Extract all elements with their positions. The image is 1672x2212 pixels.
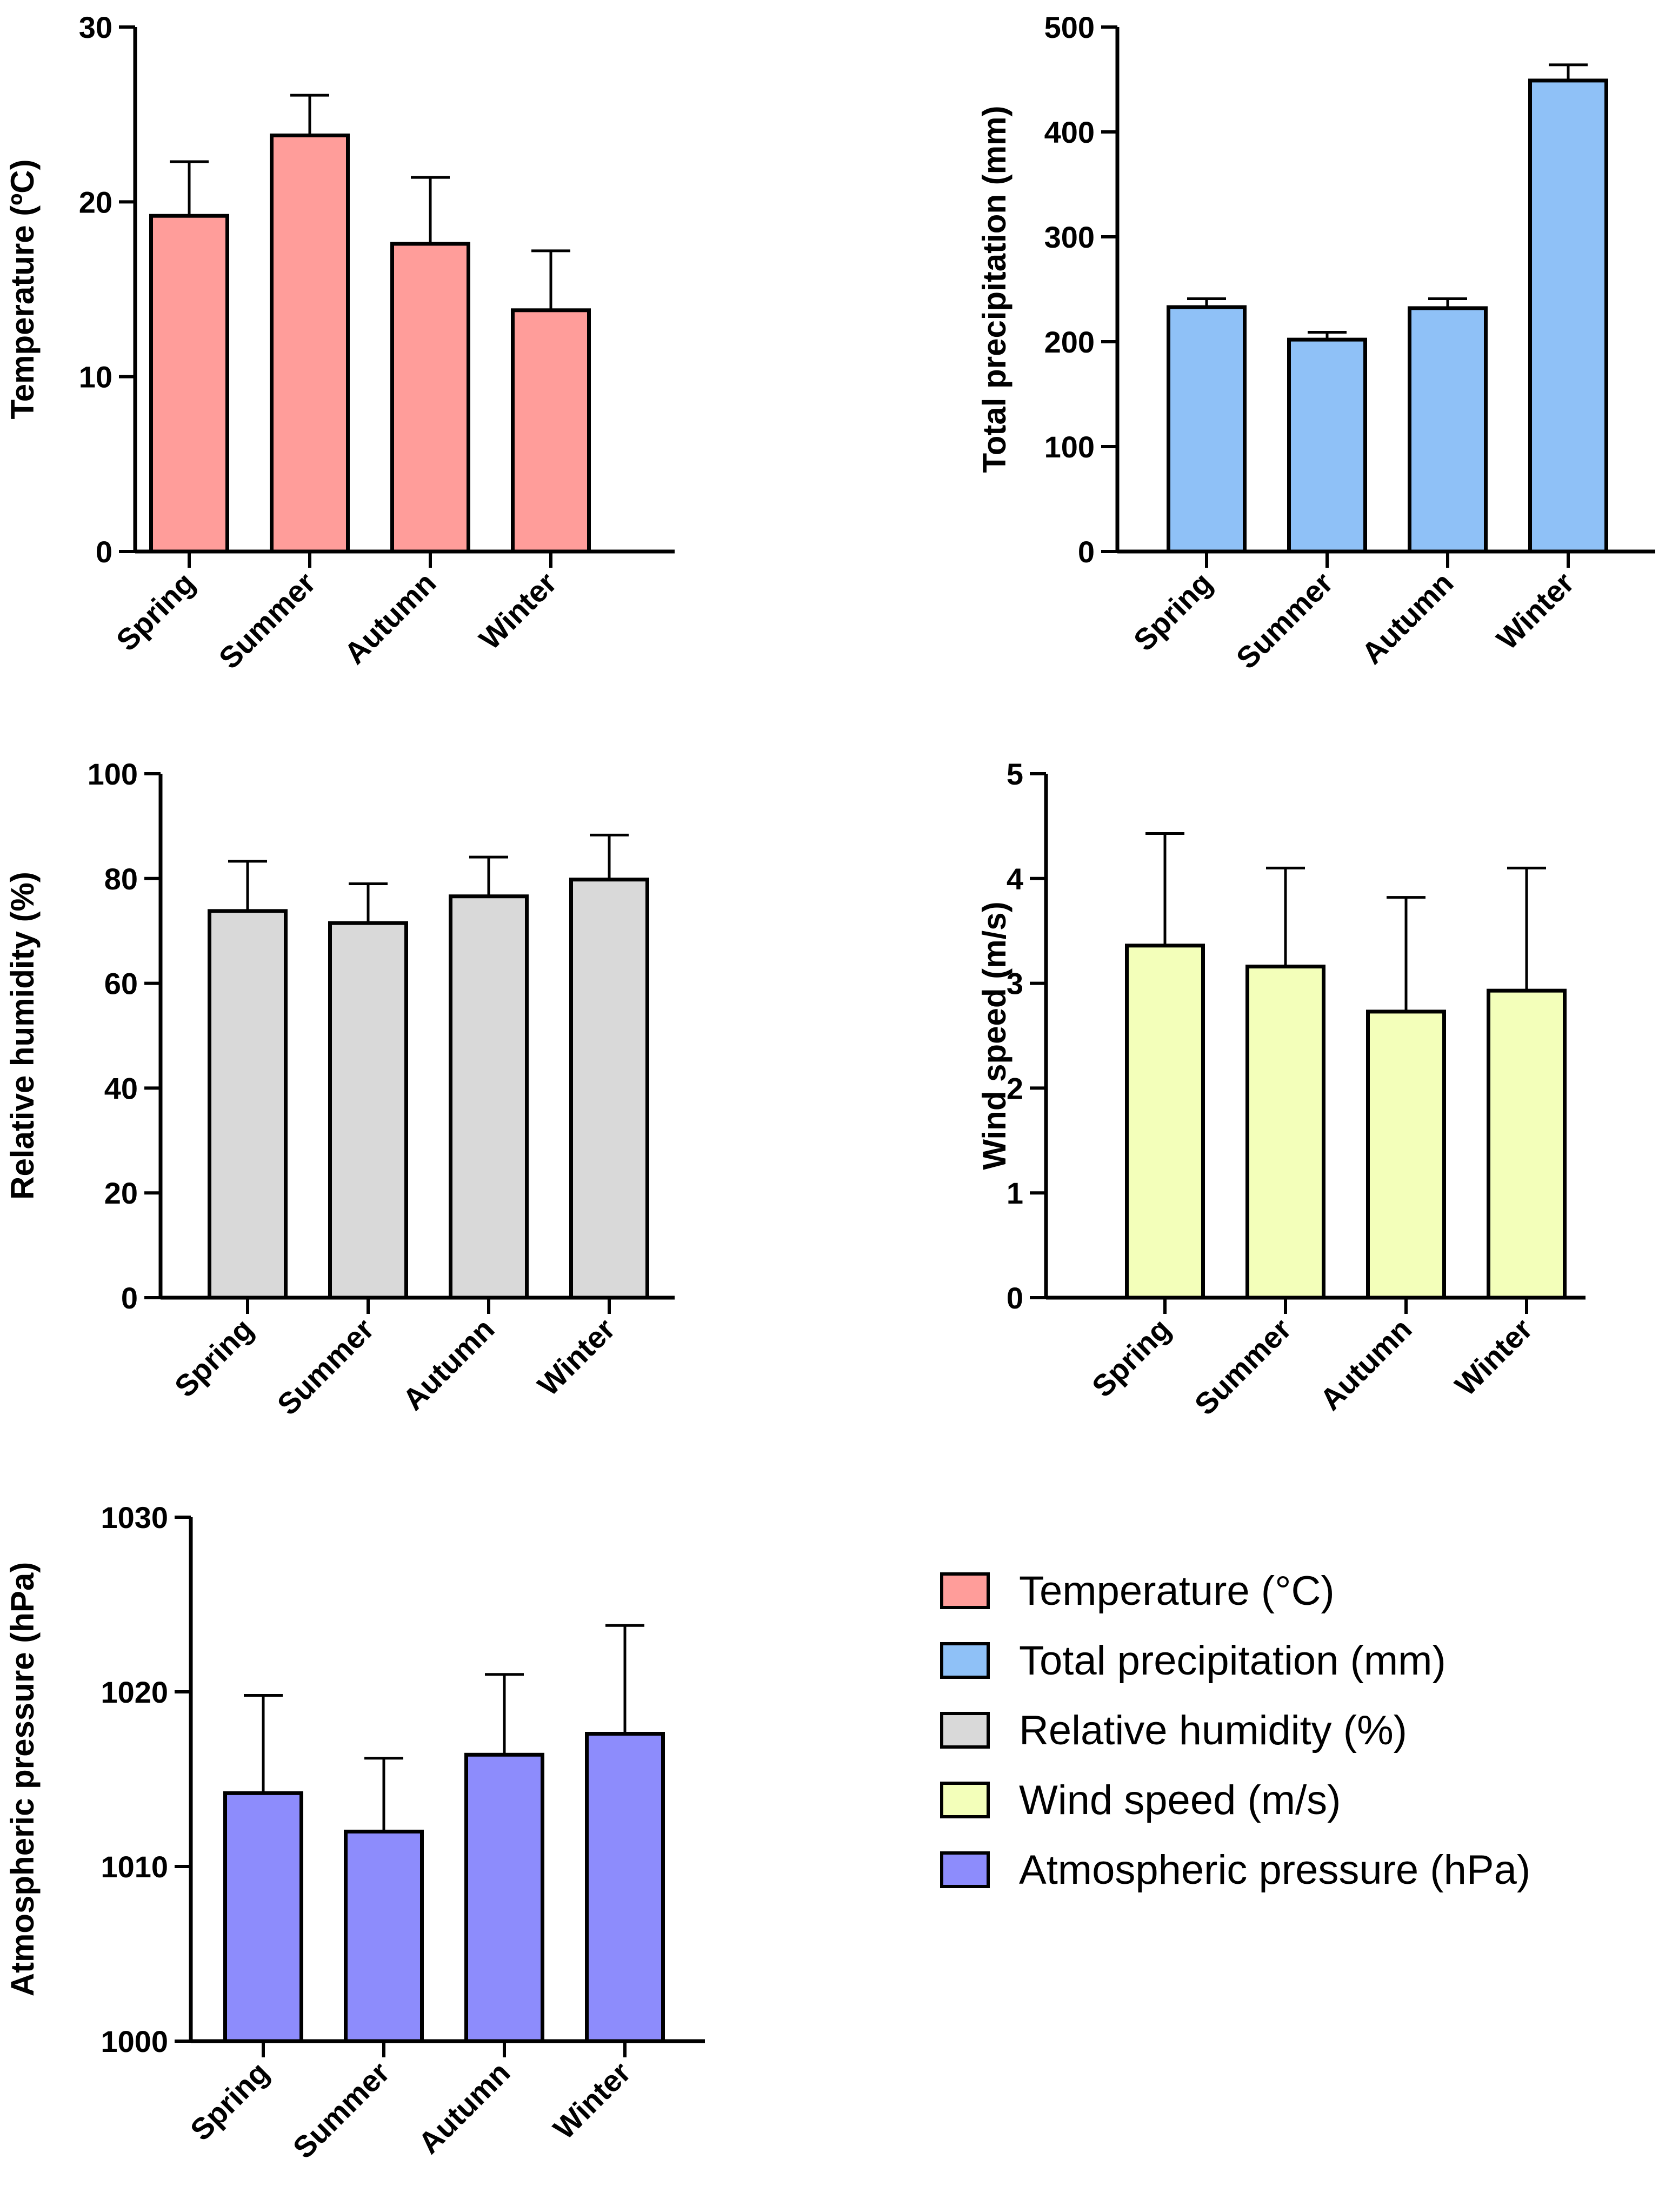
x-tick-label-summer: Summer <box>286 2055 396 2165</box>
x-tick-label-summer: Summer <box>1229 566 1339 675</box>
x-tick-label-autumn: Autumn <box>1313 1312 1418 1417</box>
legend-swatch-precipitation <box>940 1642 990 1679</box>
y-tick-label: 500 <box>1044 10 1095 44</box>
temperature-chart: Spring Summer Autumn Winter 0 10 20 30 Temperatu… <box>4 10 675 675</box>
y-tick-label: 100 <box>88 757 138 791</box>
y-tick-label: 40 <box>104 1071 138 1105</box>
bar-autumn <box>1408 306 1488 554</box>
y-tick-label: 30 <box>79 10 112 44</box>
bar-autumn <box>390 242 470 554</box>
x-tick-label-summer: Summer <box>1188 1312 1297 1421</box>
wind-speed-chart: Spring Summer Autumn Winter 0 1 2 3 4 5 Wind speed… <box>976 757 1586 1421</box>
y-tick-label: 20 <box>79 185 112 219</box>
y-axis-title: Temperature (ºC) <box>4 160 41 420</box>
x-tick-label-winter: Winter <box>1490 566 1580 656</box>
x-tick-label-spring: Spring <box>110 566 202 657</box>
bar-autumn <box>1366 1009 1446 1300</box>
y-tick-label: 200 <box>1044 325 1095 359</box>
bar-winter <box>569 878 649 1300</box>
bar-winter <box>1487 988 1567 1300</box>
x-tick-label-summer: Summer <box>212 566 322 675</box>
y-axis-title: Atmospheric pressure (hPa) <box>4 1562 41 1997</box>
bar-spring <box>223 1791 303 2043</box>
y-tick-label: 1010 <box>101 1850 168 1884</box>
bar-summer <box>1245 965 1325 1300</box>
x-tick-label-autumn: Autumn <box>337 566 442 670</box>
legend-label-precipitation: Total precipitation (mm) <box>1019 1638 1446 1684</box>
humidity-chart: Spring Summer Autumn Winter 0 20 40 60 80 100 Rela… <box>4 757 675 1421</box>
y-tick-label: 80 <box>104 862 138 896</box>
bar-winter <box>585 1732 665 2043</box>
x-tick-label-summer: Summer <box>270 1312 380 1421</box>
bar-summer <box>1287 337 1367 554</box>
legend-swatch-temperature <box>940 1572 990 1609</box>
x-tick-label-spring: Spring <box>1085 1312 1177 1404</box>
y-tick-label: 0 <box>96 535 112 569</box>
pressure-chart: Spring Summer Autumn Winter 1000 1010 1020 1030… <box>4 1500 705 2165</box>
y-tick-label: 10 <box>79 360 112 394</box>
y-tick-label: 60 <box>104 967 138 1001</box>
y-tick-label: 1 <box>1007 1176 1023 1210</box>
x-tick-label-autumn: Autumn <box>396 1312 501 1417</box>
legend-label-humidity: Relative humidity (%) <box>1019 1708 1407 1753</box>
x-tick-label-winter: Winter <box>547 2055 637 2145</box>
y-axis-title: Total precipitation (mm) <box>976 106 1012 473</box>
bar-spring <box>1167 305 1247 554</box>
y-tick-label: 1030 <box>101 1500 168 1535</box>
y-tick-label: 20 <box>104 1176 138 1210</box>
y-tick-label: 4 <box>1007 862 1023 896</box>
legend-swatch-humidity <box>940 1712 990 1749</box>
bar-summer <box>344 1829 424 2043</box>
precipitation-chart: Spring Summer Autumn Winter 0 100 200 300 400 500… <box>976 10 1655 675</box>
bar-summer <box>328 921 408 1300</box>
x-tick-label-winter: Winter <box>472 566 563 656</box>
legend-label-pressure: Atmospheric pressure (hPa) <box>1019 1847 1530 1893</box>
bar-autumn <box>449 894 529 1300</box>
y-axis-title: Wind speed (m/s) <box>976 901 1012 1170</box>
bar-spring <box>208 909 288 1300</box>
legend-label-wind-speed: Wind speed (m/s) <box>1019 1777 1341 1823</box>
y-tick-label: 100 <box>1044 430 1095 464</box>
x-tick-label-spring: Spring <box>184 2055 276 2147</box>
x-tick-label-spring: Spring <box>168 1312 260 1404</box>
bar-spring <box>1125 944 1205 1300</box>
y-tick-label: 1000 <box>101 2024 168 2058</box>
bar-winter <box>511 308 591 554</box>
y-tick-label: 5 <box>1007 757 1023 791</box>
legend-label-temperature: Temperature (°C) <box>1019 1568 1335 1614</box>
y-tick-label: 300 <box>1044 220 1095 254</box>
bar-winter <box>1528 78 1608 554</box>
legend-swatch-wind-speed <box>940 1782 990 1818</box>
legend-swatch-pressure <box>940 1851 990 1888</box>
y-tick-label: 400 <box>1044 115 1095 149</box>
bar-autumn <box>464 1752 544 2043</box>
y-tick-label: 0 <box>121 1281 138 1315</box>
x-tick-label-winter: Winter <box>1448 1312 1538 1402</box>
x-tick-label-autumn: Autumn <box>411 2055 516 2160</box>
y-tick-label: 0 <box>1007 1281 1023 1315</box>
bar-spring <box>149 214 229 554</box>
x-tick-label-spring: Spring <box>1127 566 1219 657</box>
legend: Temperature (°C) Total precipitation (mm… <box>940 1568 1530 1893</box>
x-tick-label-winter: Winter <box>531 1312 621 1402</box>
y-tick-label: 0 <box>1078 535 1095 569</box>
y-tick-label: 2 <box>1007 1071 1023 1105</box>
bar-summer <box>270 133 350 554</box>
x-tick-label-autumn: Autumn <box>1355 566 1460 670</box>
y-axis-title: Relative humidity (%) <box>4 872 41 1200</box>
y-tick-label: 3 <box>1007 967 1023 1001</box>
y-tick-label: 1020 <box>101 1675 168 1709</box>
